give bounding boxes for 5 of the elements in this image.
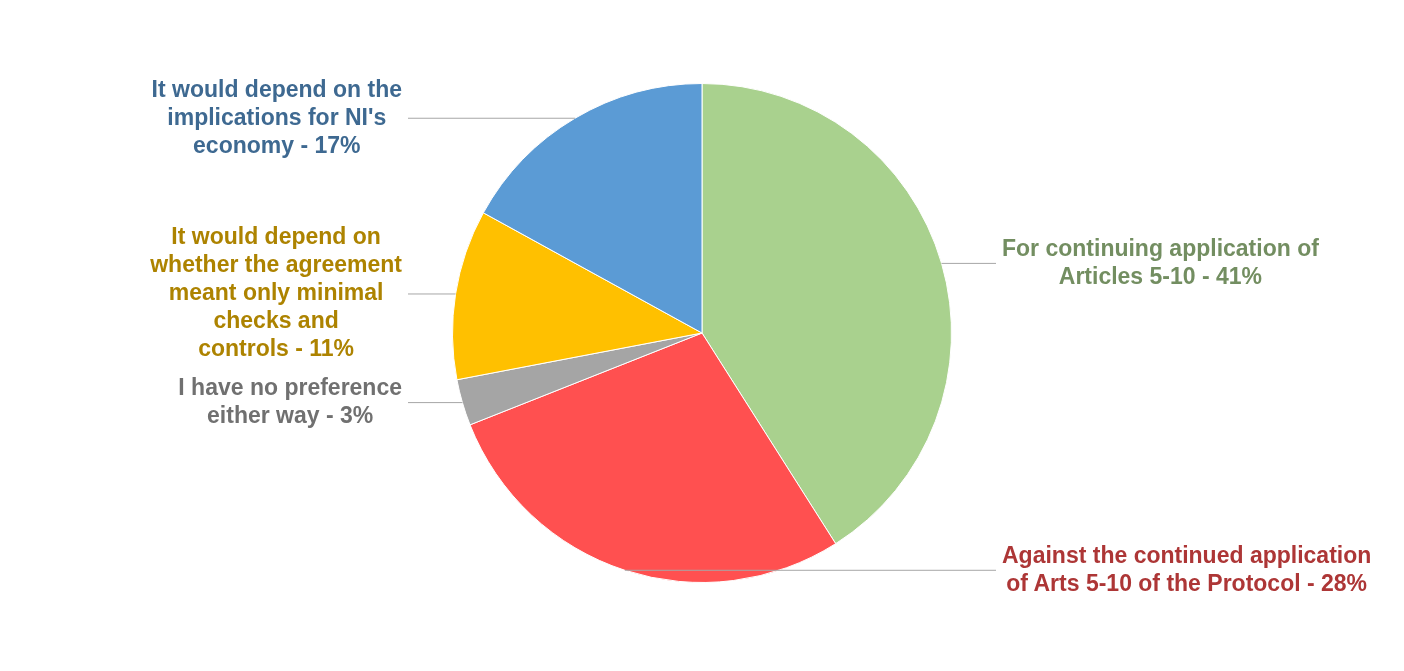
slice-label: I have no preference either way - 3%	[178, 373, 402, 428]
slice-label: For continuing application of Articles 5-10 - 41%	[1002, 234, 1320, 289]
slice-label: It would depend on the implications for NI's economy - 17%	[151, 75, 402, 158]
slice-label: It would depend on whether the agreement meant only minimal checks and controls - 11%	[149, 223, 403, 362]
slice-label: Against the continued application of Arts 5-10 of the Protocol - 28%	[1002, 541, 1372, 596]
